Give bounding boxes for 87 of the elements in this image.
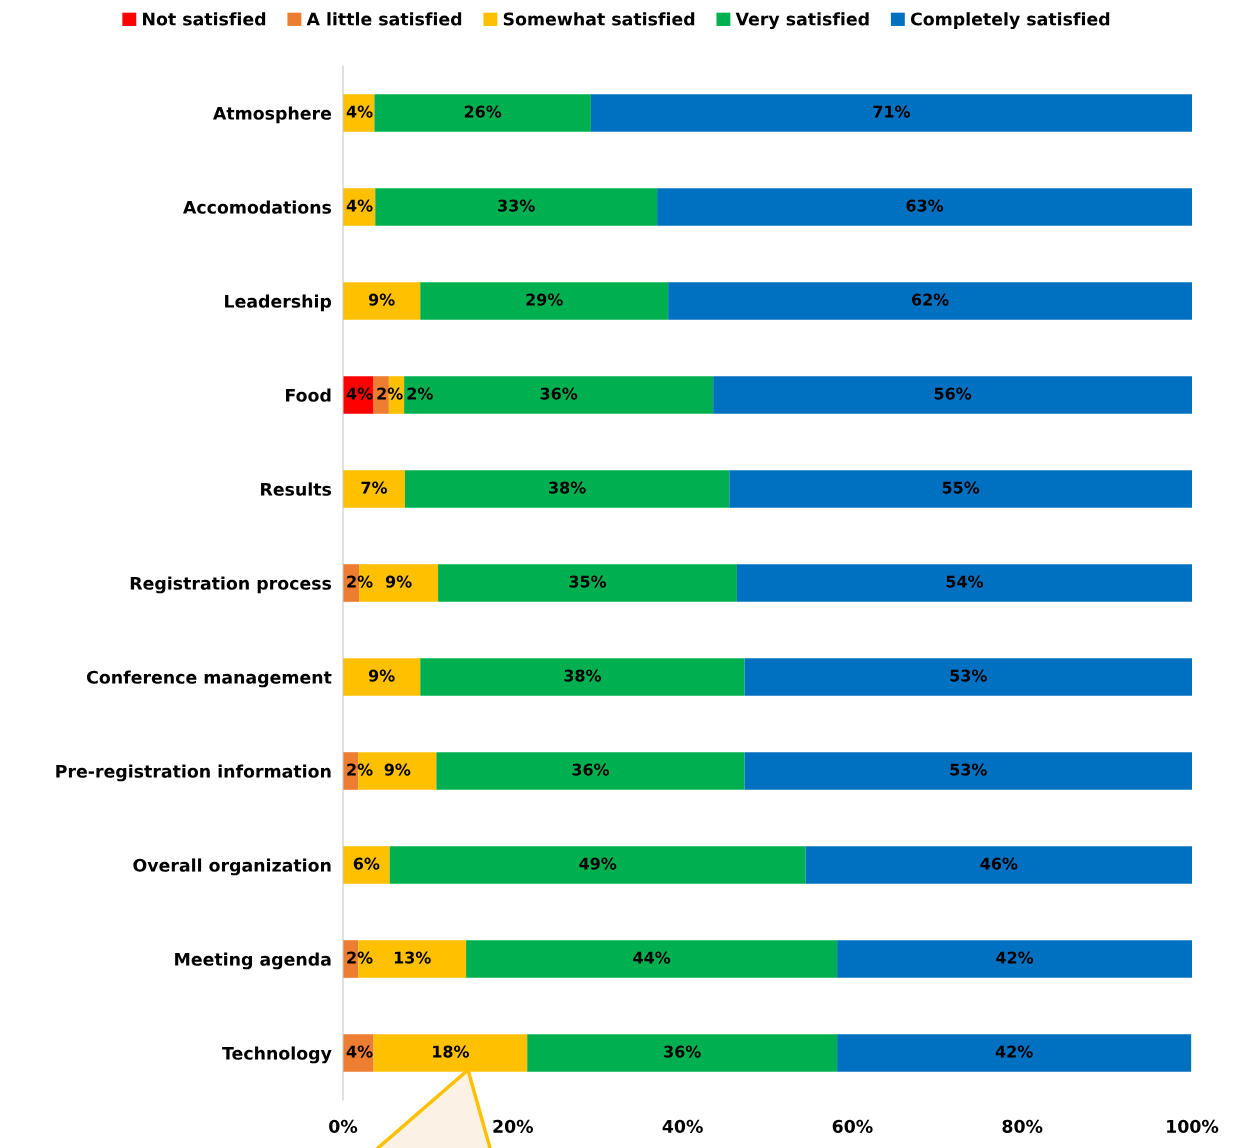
data-label: 2% <box>377 387 403 400</box>
data-label: 36% <box>572 763 610 776</box>
data-label: 4% <box>346 387 373 400</box>
data-label: 38% <box>549 481 586 494</box>
data-label: 42% <box>995 1045 1033 1058</box>
x-tick-label: 80% <box>1002 1119 1043 1133</box>
data-label: 2% <box>347 763 373 776</box>
bar <box>374 94 591 132</box>
bar <box>343 470 405 508</box>
bar <box>404 376 714 414</box>
data-label: 9% <box>385 575 412 588</box>
data-label: 71% <box>873 105 911 118</box>
data-label: 35% <box>569 575 607 588</box>
legend-label: Very satisfied <box>735 12 869 30</box>
bar <box>343 846 390 884</box>
y-tick-label: Meeting agenda <box>175 952 331 970</box>
y-tick-label: Overall organization <box>133 858 331 876</box>
bar <box>744 752 1192 790</box>
data-label: 38% <box>564 669 602 682</box>
y-tick-label: Leadership <box>225 294 332 312</box>
y-tick-label: Pre-registration information <box>56 764 331 782</box>
data-label: 26% <box>464 105 502 118</box>
y-tick-label: Food <box>286 388 331 402</box>
data-label: 55% <box>942 481 980 494</box>
bar <box>343 658 421 696</box>
data-label: 9% <box>384 763 411 776</box>
bar <box>657 188 1192 226</box>
bar <box>805 846 1192 884</box>
legend-label: Not satisfied <box>143 12 266 26</box>
data-label: 62% <box>911 293 949 306</box>
bar <box>420 282 669 320</box>
legend-label: Somewhat satisfied <box>503 12 695 26</box>
y-tick-label: Technology <box>222 1046 332 1064</box>
data-label: 4% <box>346 105 373 118</box>
x-tick-label: 20% <box>493 1119 534 1133</box>
data-label: 7% <box>361 481 388 494</box>
bar <box>837 940 1192 978</box>
bar <box>527 1034 838 1072</box>
legend-label: A little satisfied <box>306 12 462 26</box>
data-label: 46% <box>980 857 1018 870</box>
data-label: 18% <box>433 1045 470 1058</box>
y-tick-label: Atmosphere <box>212 106 332 124</box>
x-tick-label: 40% <box>662 1119 703 1133</box>
data-label: 56% <box>934 387 972 400</box>
data-label: 2% <box>347 951 373 964</box>
data-label: 2% <box>347 575 373 588</box>
bar <box>343 282 421 320</box>
data-label: 9% <box>368 669 395 682</box>
data-label: 36% <box>540 387 578 400</box>
data-label: 42% <box>996 951 1034 964</box>
bar <box>713 376 1192 414</box>
x-tick-label: 100% <box>1167 1119 1219 1133</box>
y-tick-label: Registration process <box>130 576 332 594</box>
data-label: 2% <box>407 387 433 400</box>
x-tick-label: 60% <box>832 1119 873 1133</box>
x-tick-label: 0% <box>329 1119 358 1133</box>
bar <box>375 188 658 226</box>
bar <box>420 658 745 696</box>
bar <box>736 564 1192 602</box>
bar <box>404 470 730 508</box>
bar <box>438 564 737 602</box>
data-label: 63% <box>906 199 944 212</box>
data-label: 6% <box>353 857 380 870</box>
data-label: 36% <box>664 1045 701 1058</box>
data-label: 4% <box>346 199 373 212</box>
bar <box>729 470 1192 508</box>
data-label: 33% <box>498 199 535 212</box>
y-tick-label: Results <box>261 482 332 496</box>
legend-label: Completely satisfied <box>910 12 1110 30</box>
data-label: 4% <box>346 1045 373 1058</box>
y-tick-label: Conference management <box>86 670 332 688</box>
bar <box>744 658 1192 696</box>
data-label: 53% <box>950 763 987 776</box>
data-label: 13% <box>394 951 431 964</box>
bar <box>466 940 838 978</box>
data-label: 54% <box>946 575 984 588</box>
data-label: 44% <box>633 951 671 964</box>
data-label: 49% <box>579 857 617 870</box>
data-label: 29% <box>526 293 563 306</box>
data-label: 9% <box>368 293 395 306</box>
bar <box>590 94 1192 132</box>
bar <box>389 846 806 884</box>
bar <box>668 282 1192 320</box>
y-tick-label: Accomodations <box>183 200 332 214</box>
bar <box>436 752 745 790</box>
data-label: 53% <box>950 669 987 682</box>
bar <box>837 1034 1192 1072</box>
